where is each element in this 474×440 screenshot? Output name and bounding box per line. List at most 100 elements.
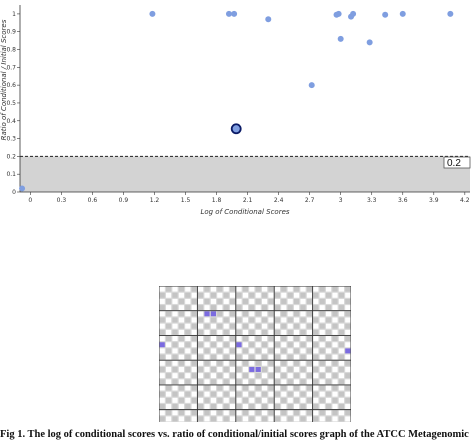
grid-cell[interactable] bbox=[326, 336, 332, 342]
grid-cell[interactable] bbox=[319, 317, 325, 323]
grid-cell[interactable] bbox=[210, 354, 216, 360]
grid-cell[interactable] bbox=[306, 292, 312, 298]
grid-cell[interactable] bbox=[191, 379, 197, 385]
grid-cell[interactable] bbox=[185, 298, 191, 304]
data-point[interactable] bbox=[399, 10, 406, 17]
grid-cell[interactable] bbox=[236, 360, 242, 366]
grid-cell[interactable] bbox=[268, 292, 274, 298]
grid-cell[interactable] bbox=[345, 397, 351, 403]
grid-cell[interactable] bbox=[274, 348, 280, 354]
grid-cell[interactable] bbox=[287, 373, 293, 379]
grid-cell[interactable] bbox=[345, 305, 351, 311]
grid-cell[interactable] bbox=[172, 404, 178, 410]
grid-cell[interactable] bbox=[294, 342, 300, 348]
grid-cell[interactable] bbox=[281, 323, 287, 329]
grid-cell[interactable] bbox=[242, 311, 248, 317]
grid-cell[interactable] bbox=[300, 305, 306, 311]
grid-cell[interactable] bbox=[242, 286, 248, 292]
grid-cell[interactable] bbox=[172, 366, 178, 372]
grid-cell[interactable] bbox=[268, 397, 274, 403]
grid-cell[interactable] bbox=[300, 397, 306, 403]
grid-cell[interactable] bbox=[198, 410, 204, 416]
grid-cell[interactable] bbox=[217, 329, 223, 335]
grid-cell[interactable] bbox=[191, 373, 197, 379]
grid-cell[interactable] bbox=[306, 348, 312, 354]
grid-cell[interactable] bbox=[338, 373, 344, 379]
grid-cell[interactable] bbox=[338, 366, 344, 372]
grid-cell[interactable] bbox=[281, 391, 287, 397]
grid-cell[interactable] bbox=[159, 286, 165, 292]
grid-cell[interactable] bbox=[191, 366, 197, 372]
grid-cell[interactable] bbox=[223, 348, 229, 354]
grid-cell[interactable] bbox=[198, 416, 204, 422]
grid-cell[interactable] bbox=[274, 336, 280, 342]
grid-cell[interactable] bbox=[313, 373, 319, 379]
grid-cell[interactable] bbox=[300, 348, 306, 354]
grid-cell[interactable] bbox=[223, 373, 229, 379]
grid-cell[interactable] bbox=[178, 292, 184, 298]
grid-cell[interactable] bbox=[338, 410, 344, 416]
grid-cell[interactable] bbox=[198, 305, 204, 311]
grid-cell[interactable] bbox=[172, 416, 178, 422]
grid-cell[interactable] bbox=[313, 342, 319, 348]
grid-cell[interactable] bbox=[306, 360, 312, 366]
grid-cell[interactable] bbox=[274, 354, 280, 360]
grid-cell[interactable] bbox=[191, 410, 197, 416]
grid-cell[interactable] bbox=[249, 397, 255, 403]
grid-cell[interactable] bbox=[262, 366, 268, 372]
grid-cell[interactable] bbox=[255, 305, 261, 311]
grid-cell[interactable] bbox=[274, 311, 280, 317]
grid-cell[interactable] bbox=[166, 385, 172, 391]
grid-cell[interactable] bbox=[236, 404, 242, 410]
grid-cell[interactable] bbox=[172, 348, 178, 354]
grid-cell[interactable] bbox=[210, 342, 216, 348]
grid-cell[interactable] bbox=[210, 379, 216, 385]
grid-cell[interactable] bbox=[249, 391, 255, 397]
grid-cell[interactable] bbox=[332, 329, 338, 335]
grid-cell[interactable] bbox=[338, 360, 344, 366]
grid-cell[interactable] bbox=[236, 292, 242, 298]
grid-cell[interactable] bbox=[281, 410, 287, 416]
grid-cell[interactable] bbox=[178, 336, 184, 342]
grid-cell[interactable] bbox=[242, 336, 248, 342]
grid-cell[interactable] bbox=[230, 379, 236, 385]
grid-cell[interactable] bbox=[262, 391, 268, 397]
grid-cell[interactable] bbox=[319, 366, 325, 372]
grid-cell[interactable] bbox=[332, 379, 338, 385]
grid-cell[interactable] bbox=[204, 286, 210, 292]
grid-cell[interactable] bbox=[236, 323, 242, 329]
data-point[interactable] bbox=[308, 82, 315, 89]
selected-data-point[interactable] bbox=[230, 123, 242, 135]
grid-cell[interactable] bbox=[287, 385, 293, 391]
grid-cell[interactable] bbox=[319, 391, 325, 397]
grid-cell[interactable] bbox=[281, 348, 287, 354]
grid-cell[interactable] bbox=[204, 366, 210, 372]
grid-cell[interactable] bbox=[236, 391, 242, 397]
grid-cell[interactable] bbox=[345, 323, 351, 329]
data-point[interactable] bbox=[447, 10, 454, 17]
grid-cell[interactable] bbox=[306, 342, 312, 348]
grid-cell[interactable] bbox=[332, 292, 338, 298]
grid-cell[interactable] bbox=[230, 323, 236, 329]
grid-cell[interactable] bbox=[204, 385, 210, 391]
grid-cell[interactable] bbox=[326, 373, 332, 379]
grid-cell[interactable] bbox=[338, 286, 344, 292]
grid-cell[interactable] bbox=[178, 286, 184, 292]
grid-cell[interactable] bbox=[185, 373, 191, 379]
grid-cell[interactable] bbox=[319, 305, 325, 311]
grid-cell[interactable] bbox=[281, 311, 287, 317]
grid-cell[interactable] bbox=[223, 342, 229, 348]
grid-cell[interactable] bbox=[332, 342, 338, 348]
grid-cell[interactable] bbox=[262, 410, 268, 416]
grid-cell[interactable] bbox=[249, 298, 255, 304]
grid-cell[interactable] bbox=[294, 348, 300, 354]
grid-cell[interactable] bbox=[268, 385, 274, 391]
grid-cell[interactable] bbox=[345, 379, 351, 385]
grid-cell[interactable] bbox=[281, 305, 287, 311]
grid-cell[interactable] bbox=[159, 360, 165, 366]
grid-cell[interactable] bbox=[159, 317, 165, 323]
grid-cell[interactable] bbox=[159, 410, 165, 416]
grid-cell[interactable] bbox=[230, 329, 236, 335]
grid-cell[interactable] bbox=[178, 385, 184, 391]
grid-cell[interactable] bbox=[287, 317, 293, 323]
